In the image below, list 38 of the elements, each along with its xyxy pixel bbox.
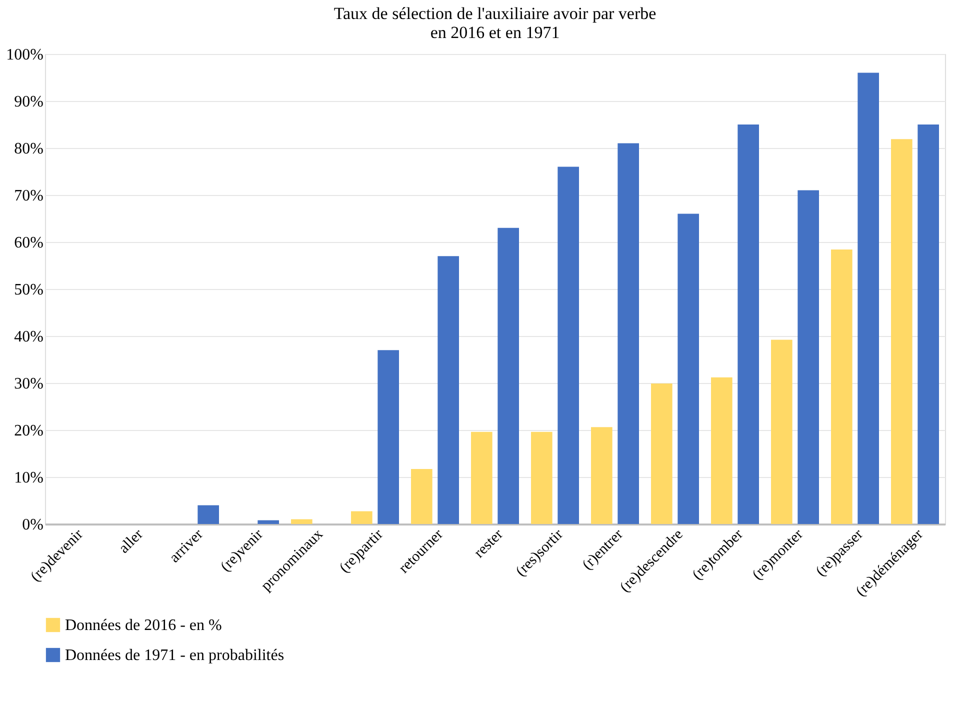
bar bbox=[831, 250, 852, 524]
bar bbox=[291, 519, 312, 524]
y-tick-label: 20% bbox=[14, 422, 44, 440]
y-tick-label: 40% bbox=[14, 328, 44, 346]
bar bbox=[711, 377, 732, 524]
bar bbox=[558, 166, 579, 524]
y-tick-label: 50% bbox=[14, 282, 44, 298]
bar bbox=[438, 256, 459, 524]
bar bbox=[738, 124, 759, 524]
bar bbox=[351, 511, 372, 524]
bar bbox=[531, 432, 552, 524]
bar bbox=[678, 214, 699, 524]
bar bbox=[771, 340, 792, 524]
bar bbox=[798, 190, 819, 524]
legend-label: Données de 2016 - en % bbox=[65, 617, 222, 634]
bar bbox=[378, 350, 399, 524]
y-tick-label: 30% bbox=[14, 376, 44, 392]
y-tick-label: 10% bbox=[14, 470, 44, 486]
y-tick-label: 0% bbox=[22, 516, 44, 534]
bar bbox=[498, 228, 519, 524]
x-tick-label: aller bbox=[116, 526, 146, 557]
bar bbox=[471, 432, 492, 524]
bar bbox=[858, 72, 879, 524]
y-tick-label: 100% bbox=[6, 46, 44, 64]
chart-title: Taux de sélection de l'auxiliaire avoir par verbe en 2016 et en 1971 bbox=[334, 4, 656, 42]
bar bbox=[258, 520, 279, 524]
y-tick-label: 80% bbox=[14, 140, 44, 158]
y-tick-label: 60% bbox=[14, 234, 44, 252]
y-tick-label: 90% bbox=[14, 94, 44, 110]
bar bbox=[198, 505, 219, 524]
bar bbox=[918, 124, 939, 524]
bar bbox=[618, 143, 639, 524]
bar bbox=[891, 139, 912, 524]
bar bbox=[591, 427, 612, 524]
legend-label: Données de 1971 - en probabilités bbox=[65, 647, 284, 664]
bar bbox=[411, 469, 432, 524]
y-tick-label: 70% bbox=[14, 188, 44, 204]
bar bbox=[651, 383, 672, 524]
